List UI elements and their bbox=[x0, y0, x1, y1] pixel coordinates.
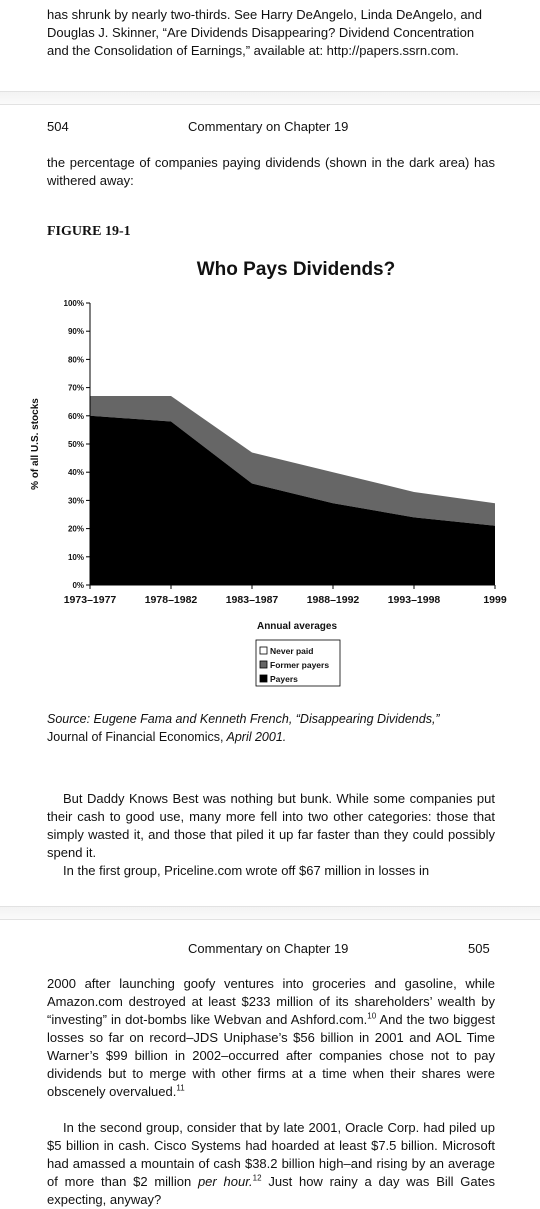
legend-label: Never paid bbox=[270, 646, 313, 656]
x-tick-label: 1988–1992 bbox=[307, 594, 360, 606]
y-tick-label: 70% bbox=[68, 384, 84, 393]
page-number: 505 bbox=[468, 941, 490, 956]
footnote-line: has shrunk by nearly two-thirds. See Har… bbox=[47, 7, 483, 22]
paragraph-text: 2000 after launching goofy ventures into… bbox=[47, 976, 495, 1027]
running-head: Commentary on Chapter 19 bbox=[188, 119, 349, 134]
source-citation: Source: Eugene Fama and Kenneth French, … bbox=[47, 712, 440, 726]
y-tick-label: 10% bbox=[68, 553, 84, 562]
legend-swatch bbox=[259, 674, 268, 683]
note-reference[interactable]: 12 bbox=[252, 1173, 262, 1183]
page-number: 504 bbox=[47, 119, 69, 134]
area-payers bbox=[90, 415, 495, 585]
x-tick-label: 1999 bbox=[483, 594, 507, 606]
y-axis-label: % of all U.S. stocks bbox=[30, 398, 41, 490]
emphasis-text: per hour. bbox=[197, 1174, 253, 1189]
x-tick-label: 1993–1998 bbox=[388, 594, 441, 606]
y-tick-label: 80% bbox=[68, 355, 84, 364]
y-tick-label: 60% bbox=[68, 412, 84, 421]
paragraph-text: In the second group, consider that by la… bbox=[47, 1120, 495, 1189]
previous-page-fragment: has shrunk by nearly two-thirds. See Har… bbox=[0, 0, 540, 86]
note-reference[interactable]: 11 bbox=[176, 1083, 185, 1093]
paragraph-text: And the two biggest losses so far on rec… bbox=[47, 1012, 495, 1099]
y-tick-label: 30% bbox=[68, 496, 84, 505]
y-tick-label: 20% bbox=[68, 525, 84, 534]
legend-swatch bbox=[259, 660, 268, 669]
source-date: April 2001. bbox=[223, 730, 287, 744]
figure-label: FIGURE 19-1 bbox=[47, 224, 131, 239]
body-paragraph: In the second group, consider that by la… bbox=[47, 1119, 495, 1209]
y-tick-label: 100% bbox=[64, 299, 84, 308]
x-tick-label: 1978–1982 bbox=[145, 594, 198, 606]
x-tick-label: 1983–1987 bbox=[226, 594, 279, 606]
body-paragraph: But Daddy Knows Best was nothing but bun… bbox=[47, 791, 495, 860]
page-separator bbox=[0, 91, 540, 105]
legend-swatch bbox=[259, 646, 268, 655]
dividends-chart: Who Pays Dividends? 0% 10% 20% 30% 40% 50% 60%… bbox=[30, 259, 507, 687]
body-paragraph: In the first group, Priceline.com wrote … bbox=[63, 863, 430, 878]
legend-label: Former payers bbox=[270, 660, 329, 670]
y-tick-label: 50% bbox=[68, 440, 84, 449]
chart-legend: Never paid Former payers Payers bbox=[255, 639, 341, 687]
chart-title: Who Pays Dividends? bbox=[197, 259, 395, 280]
y-tick-label: 0% bbox=[72, 581, 84, 590]
source-journal: Journal of Financial Economics, bbox=[47, 730, 224, 744]
note-reference[interactable]: 10 bbox=[367, 1011, 377, 1021]
x-tick-label: 1973–1977 bbox=[64, 594, 117, 606]
figure-source: Source: Eugene Fama and Kenneth French, … bbox=[47, 710, 497, 746]
intro-paragraph: the percentage of companies paying divid… bbox=[47, 155, 495, 188]
footnote-line: Douglas J. Skinner, “Are Dividends Disap… bbox=[47, 25, 475, 40]
page-separator bbox=[0, 906, 540, 920]
x-axis-label: Annual averages bbox=[257, 621, 337, 632]
y-tick-label: 40% bbox=[68, 468, 84, 477]
running-head: Commentary on Chapter 19 bbox=[188, 941, 349, 956]
footnote-line: and the Consolidation of Earnings,” avai… bbox=[47, 43, 459, 58]
y-tick-label: 90% bbox=[68, 327, 84, 336]
body-paragraph: 2000 after launching goofy ventures into… bbox=[47, 975, 495, 1101]
area-former-payers bbox=[90, 396, 495, 526]
legend-label: Payers bbox=[270, 674, 298, 684]
